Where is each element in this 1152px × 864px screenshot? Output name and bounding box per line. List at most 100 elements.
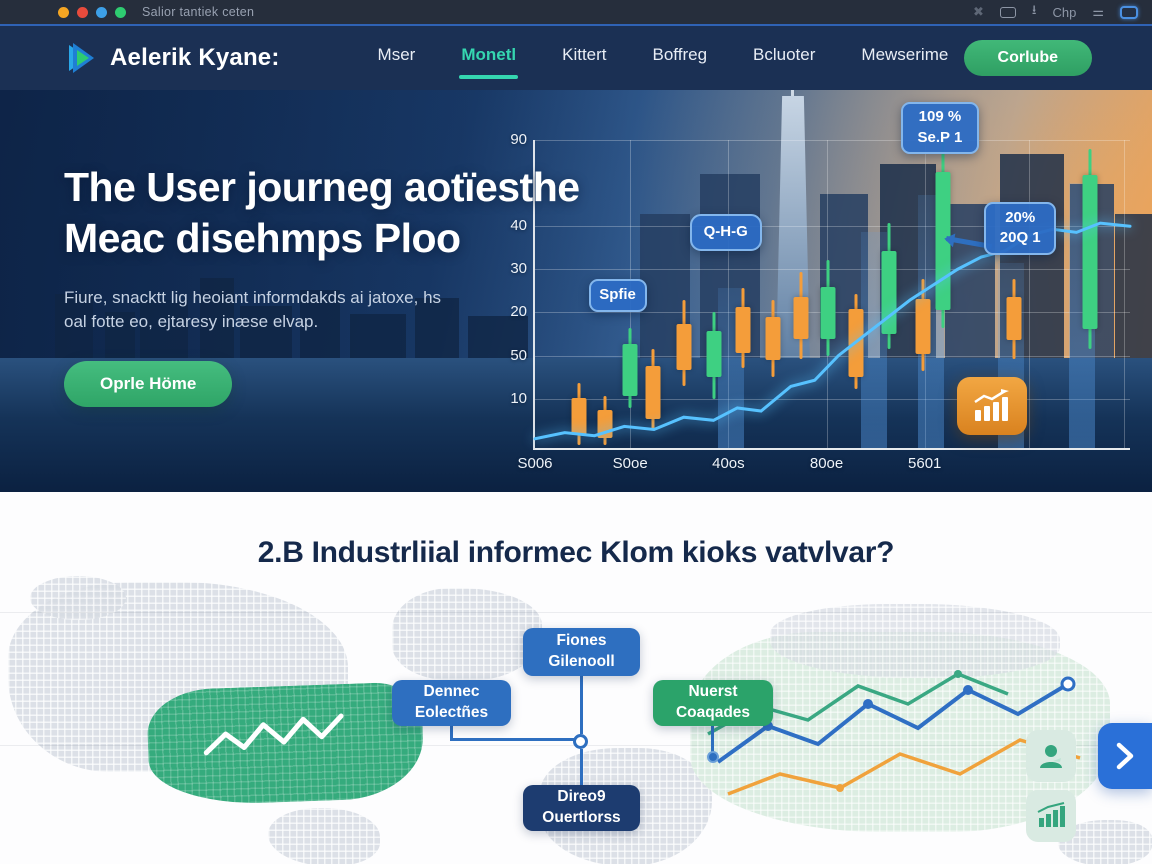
connector-line <box>580 676 583 734</box>
building-silhouette <box>105 312 135 364</box>
stock-chart: 90 40 30 20 50 10 S006 S0oe 40os 80oe 56… <box>510 101 1130 472</box>
nav-item-monetl[interactable]: Monetl <box>459 37 518 79</box>
candle-body <box>735 306 751 354</box>
candle-body <box>676 323 692 371</box>
download-icon[interactable]: ⭳ <box>1031 2 1037 17</box>
gridline <box>535 398 1130 400</box>
connector-line <box>711 726 714 754</box>
brand[interactable]: Aelerik Kyane: <box>62 39 280 77</box>
map-europe <box>392 588 542 680</box>
x-axis-tick: 80oe <box>809 455 844 472</box>
hero-cta-button[interactable]: Oprle Höme <box>64 360 233 407</box>
user-stat-tile[interactable] <box>1026 730 1076 782</box>
gridline <box>535 140 1130 141</box>
candle-body <box>706 330 721 377</box>
building-silhouette <box>300 290 340 364</box>
candle-body <box>1006 297 1022 341</box>
hero-section: The User journeg aotïesthe Meac disehmps… <box>0 90 1152 492</box>
connector-line <box>450 726 453 741</box>
tab-title: Salior tantiek ceten <box>142 5 255 19</box>
gridline <box>535 226 1130 228</box>
candle-body <box>793 297 809 339</box>
window-close-dot[interactable] <box>77 6 88 18</box>
section-title: 2.B Industrliial informec Klom kioks vat… <box>257 536 895 569</box>
next-slide-button[interactable] <box>1098 723 1152 789</box>
window-icon[interactable] <box>999 6 1016 18</box>
flow-node-nuerst[interactable]: Nuerst Coaqades <box>653 680 773 726</box>
flow-node-dennec[interactable]: Dennec Eolectñes <box>392 680 511 726</box>
person-icon <box>1040 745 1062 768</box>
nav-item-bcluoter[interactable]: Bcluoter <box>753 45 816 64</box>
map-south-america <box>268 808 380 864</box>
top-navigation: Aelerik Kyane: Mser Monetl Kittert Boffr… <box>0 26 1152 90</box>
hero-title-line2: Meac disehmps Ploo <box>64 214 461 261</box>
y-axis-tick: 10 <box>510 389 527 407</box>
building-silhouette <box>468 316 528 364</box>
map-us-highlight <box>146 681 425 807</box>
nav-item-mser[interactable]: Mser <box>377 45 416 64</box>
building-silhouette <box>140 300 188 364</box>
chart-badge-spfie: Spfie <box>588 278 647 312</box>
bar-chart-icon <box>1037 802 1065 827</box>
building-silhouette <box>240 306 292 364</box>
connector-junction-dot <box>573 734 588 749</box>
hero-description: Fiure, snacktt lig heoiant informdakds a… <box>64 287 442 332</box>
us-sparkline <box>203 713 344 756</box>
x-axis-tick: 5601 <box>908 455 942 472</box>
map-gridline <box>0 612 1152 613</box>
chart-stat-tile[interactable] <box>1026 790 1076 842</box>
building-silhouette <box>200 278 234 364</box>
nav-menu: Mser Monetl Kittert Boffreg Bcluoter Mew… <box>376 37 951 79</box>
connector-end-dot <box>707 751 719 763</box>
nav-item-kittert[interactable]: Kittert <box>562 45 607 64</box>
chevron-right-icon <box>1116 742 1134 770</box>
y-axis-tick: 50 <box>510 346 527 364</box>
hero-title-line1: The User journeg aotïesthe <box>64 164 580 210</box>
y-axis-tick: 20 <box>510 303 527 321</box>
y-axis-tick: 90 <box>510 131 527 148</box>
nav-cta-button[interactable]: Corlube <box>963 40 1092 76</box>
flow-node-direos[interactable]: Direo9 Ouertlorss <box>523 785 640 831</box>
gridline <box>728 140 730 448</box>
window-minimize-dot[interactable] <box>58 6 69 18</box>
connector-line <box>580 749 583 785</box>
spire-antenna <box>791 90 794 96</box>
candle-body <box>1082 174 1098 329</box>
chart-badge-109: 109 % Se.P 1 <box>900 101 979 154</box>
candle-body <box>571 398 587 436</box>
traffic-lights <box>58 6 126 18</box>
map-greenland <box>30 576 126 620</box>
brand-logo-icon <box>69 43 94 73</box>
window-zoom-dot[interactable] <box>96 6 107 18</box>
hero-title: The User journeg aotïesthe Meac disehmps… <box>64 162 664 264</box>
industrial-section: 2.B Industrliial informec Klom kioks vat… <box>0 492 1152 864</box>
candle-body <box>765 316 781 360</box>
chart-badge-qhg: Q-H-G <box>689 213 762 251</box>
toolbar-label[interactable]: Chp <box>1052 4 1077 20</box>
x-axis-tick: S0oe <box>612 455 648 472</box>
brand-name: Aelerik Kyane: <box>110 44 280 71</box>
gridline <box>924 140 926 448</box>
chart-badge-20: 20% 20Q 1 <box>984 201 1057 255</box>
x-axis-tick: S006 <box>517 455 553 472</box>
growth-stats-icon <box>957 377 1028 436</box>
y-axis-tick: 30 <box>510 260 527 278</box>
y-axis-tick: 40 <box>510 217 527 235</box>
active-tab-icon[interactable] <box>1120 5 1138 19</box>
candle-body <box>622 343 638 396</box>
gridline <box>1028 140 1030 448</box>
candle-body <box>820 286 836 340</box>
tune-icon[interactable]: ⚌ <box>1092 4 1104 19</box>
gridline <box>535 269 1130 271</box>
x-axis-tick: 40os <box>712 455 745 472</box>
extension-disabled-icon[interactable]: ✖ <box>973 4 984 19</box>
nav-item-mewserime[interactable]: Mewserime <box>861 45 949 64</box>
connector-line <box>450 738 574 741</box>
nav-item-boffreg[interactable]: Boffreg <box>652 45 708 64</box>
flow-node-fiones[interactable]: Fiones Gilenooll <box>523 628 640 676</box>
building-silhouette <box>55 294 93 364</box>
candle-body <box>915 298 931 355</box>
building-silhouette <box>350 314 406 364</box>
window-fullscreen-dot[interactable] <box>115 6 126 18</box>
gridline <box>1124 140 1126 448</box>
